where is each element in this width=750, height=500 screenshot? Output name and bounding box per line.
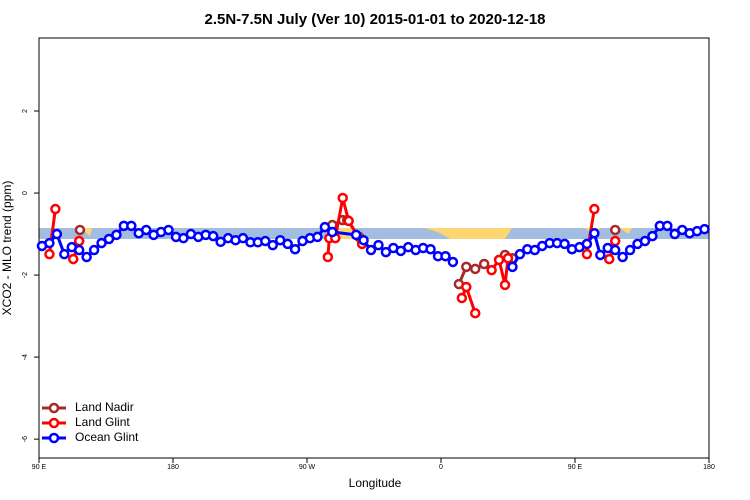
data-point [493, 254, 505, 266]
y-tick-label: -2 [22, 272, 29, 278]
data-point [609, 235, 621, 247]
data-point [59, 248, 70, 260]
y-tick-label: -6 [22, 436, 29, 442]
land-area [80, 228, 632, 239]
data-point [350, 229, 362, 241]
data-point [469, 307, 481, 319]
data-point [163, 224, 174, 236]
x-tick-label: 90 W [299, 464, 316, 471]
x-tick-label: 180 [167, 464, 179, 471]
y-tick-label: 2 [22, 109, 29, 113]
data-point [319, 221, 331, 233]
data-point [380, 246, 392, 258]
data-point [609, 224, 621, 236]
data-point [140, 224, 152, 236]
data-point [373, 239, 384, 251]
data-point [282, 238, 293, 250]
data-point [96, 237, 107, 249]
data-point [617, 251, 628, 263]
data-point [289, 243, 301, 255]
data-point [669, 228, 681, 240]
data-point [111, 229, 122, 241]
data-point [499, 279, 511, 291]
x-tick-label: 180 [703, 464, 715, 471]
data-point [44, 248, 55, 260]
data-point [365, 244, 377, 256]
x-tick-label: 90 E [568, 464, 583, 471]
data-point [639, 235, 651, 247]
data-point [260, 235, 271, 247]
data-point [73, 235, 85, 247]
x-tick-label: 90 E [32, 464, 47, 471]
data-point [312, 231, 323, 243]
legend-label: Ocean Glint [75, 430, 139, 444]
legend-label: Land Nadir [75, 400, 134, 414]
y-tick-label: -4 [22, 354, 29, 360]
y-tick-label: 0 [22, 191, 29, 195]
data-point [589, 227, 600, 239]
data-point [343, 215, 354, 227]
data-point [486, 264, 497, 276]
data-point [207, 230, 219, 242]
data-point [425, 243, 436, 255]
data-point [514, 248, 526, 260]
legend-marker [48, 417, 60, 429]
legend-label: Land Glint [75, 415, 130, 429]
data-point [581, 238, 593, 250]
chart-title: 2.5N-7.5N July (Ver 10) 2015-01-01 to 20… [204, 11, 545, 28]
legend-marker [48, 402, 60, 414]
data-point [73, 244, 85, 256]
data-point [440, 250, 451, 262]
data-point [74, 224, 86, 236]
data-point [581, 248, 593, 260]
data-point [51, 228, 63, 240]
data-point [699, 223, 710, 235]
data-point [461, 261, 472, 273]
data-point [603, 253, 615, 265]
data-point [237, 232, 249, 244]
data-point [595, 249, 606, 261]
legend-marker [48, 432, 60, 444]
data-point [624, 244, 636, 256]
data-point [103, 233, 115, 245]
data-point [327, 226, 338, 238]
data-point [44, 237, 55, 249]
data-point [322, 251, 334, 263]
y-axis-label: XCO2 - MLO trend (ppm) [0, 181, 14, 316]
data-point [478, 258, 490, 270]
data-point [267, 239, 279, 251]
data-point [81, 251, 92, 263]
data-point [609, 244, 621, 256]
data-point [469, 263, 481, 275]
map-band [39, 228, 709, 239]
data-point [589, 203, 600, 215]
data-point [662, 220, 673, 232]
x-axis-label: Longitude [349, 476, 402, 490]
data-point [647, 230, 658, 242]
data-point [529, 244, 541, 256]
data-point [456, 292, 468, 304]
data-point [559, 238, 570, 250]
data-point [126, 220, 137, 232]
data-point [67, 253, 79, 265]
data-point [461, 281, 472, 293]
data-point [88, 244, 100, 256]
data-point [502, 253, 514, 264]
data-point [358, 234, 369, 246]
data-point [337, 192, 348, 204]
x-tick-label: 0 [439, 464, 443, 471]
data-point [178, 232, 189, 244]
data-point [507, 261, 518, 273]
data-point [447, 256, 459, 268]
data-point [50, 203, 61, 215]
